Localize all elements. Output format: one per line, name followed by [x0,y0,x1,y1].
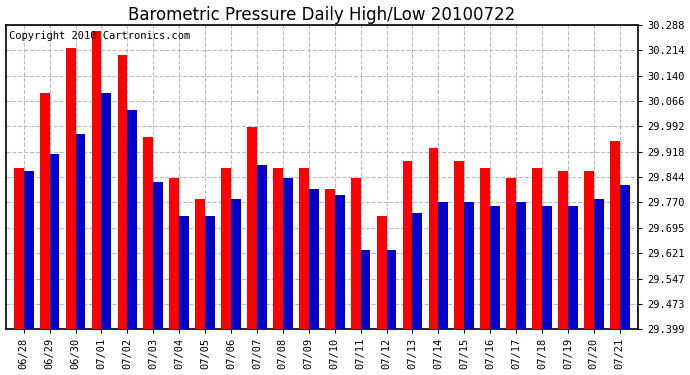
Bar [101,93,111,329]
Bar [75,134,86,329]
Bar [506,178,516,329]
Bar [610,141,620,329]
Bar [558,171,568,329]
Bar [247,127,257,329]
Bar [179,216,189,329]
Bar [50,154,59,329]
Bar [568,206,578,329]
Bar [23,171,34,329]
Text: Copyright 2010 Cartronics.com: Copyright 2010 Cartronics.com [9,31,190,41]
Bar [92,31,101,329]
Bar [221,168,231,329]
Bar [464,202,474,329]
Bar [584,171,594,329]
Bar [144,137,153,329]
Bar [532,168,542,329]
Bar [413,213,422,329]
Bar [117,55,128,329]
Bar [516,202,526,329]
Bar [428,147,438,329]
Bar [361,250,371,329]
Bar [273,168,283,329]
Bar [386,250,396,329]
Bar [66,48,75,329]
Bar [299,168,309,329]
Bar [620,185,629,329]
Bar [594,199,604,329]
Bar [128,110,137,329]
Bar [490,206,500,329]
Bar [377,216,386,329]
Bar [335,195,344,329]
Bar [169,178,179,329]
Bar [438,202,449,329]
Bar [542,206,552,329]
Bar [205,216,215,329]
Bar [325,189,335,329]
Bar [153,182,163,329]
Bar [455,161,464,329]
Title: Barometric Pressure Daily High/Low 20100722: Barometric Pressure Daily High/Low 20100… [128,6,515,24]
Bar [283,178,293,329]
Bar [480,168,490,329]
Bar [257,165,267,329]
Bar [231,199,241,329]
Bar [309,189,319,329]
Bar [14,168,23,329]
Bar [40,93,50,329]
Bar [402,161,413,329]
Bar [351,178,361,329]
Bar [195,199,205,329]
